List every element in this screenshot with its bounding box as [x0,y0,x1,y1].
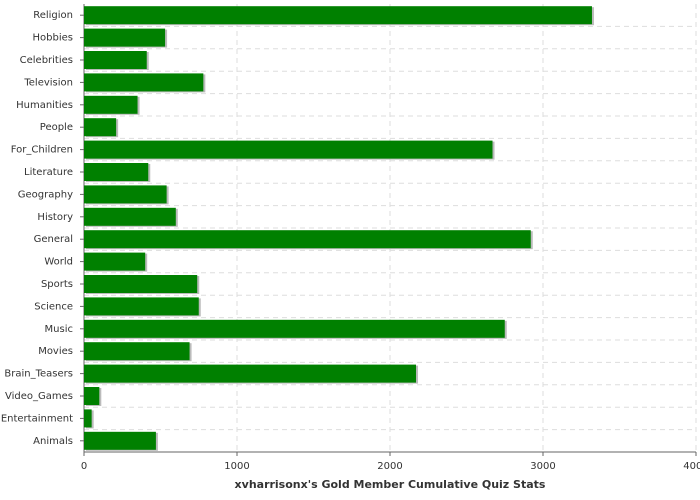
bar [84,28,166,47]
y-tick-label: Sports [41,279,73,290]
y-tick-label: Celebrities [20,55,73,66]
bar [84,409,92,428]
y-tick-label: Movies [38,346,73,357]
bar [84,275,198,293]
bar [84,319,505,338]
bar [84,185,167,204]
x-tick-label: 4000 [683,461,700,472]
bar [84,297,199,316]
bar [84,207,176,226]
bar [84,431,156,450]
bar [84,364,417,383]
bar [84,95,138,114]
y-tick-label: World [44,257,73,268]
y-tick-label: Humanities [16,100,73,111]
y-tick-label: Music [45,324,73,335]
y-tick-label: History [37,212,73,223]
bar [84,230,531,249]
y-tick-label: Entertainment [1,413,73,424]
x-axis-label: xvharrisonx's Gold Member Cumulative Qui… [235,478,546,491]
y-tick-label: For_Children [11,145,73,156]
bar [84,6,592,25]
y-tick-label: Science [34,301,73,312]
y-tick-label: General [34,234,73,245]
y-tick-label: Television [23,77,73,88]
y-tick-label: Brain_Teasers [4,369,73,380]
bar [84,342,190,361]
x-tick-label: 0 [81,461,87,472]
y-tick-label: Video_Games [5,391,73,402]
y-tick-label: Animals [33,436,73,447]
bar [84,140,493,159]
x-tick-label: 1000 [224,461,249,472]
bar [84,118,117,137]
bar [84,387,100,405]
y-tick-label: Geography [18,189,73,200]
y-tick-label: Religion [33,10,73,21]
y-tick-label: People [40,122,73,133]
y-tick-label: Hobbies [33,33,73,44]
bar [84,73,204,92]
x-tick-label: 2000 [377,461,402,472]
bar [84,51,147,69]
x-tick-label: 3000 [530,461,555,472]
y-tick-label: Literature [24,167,73,178]
bar [84,252,146,271]
bar [84,163,149,181]
